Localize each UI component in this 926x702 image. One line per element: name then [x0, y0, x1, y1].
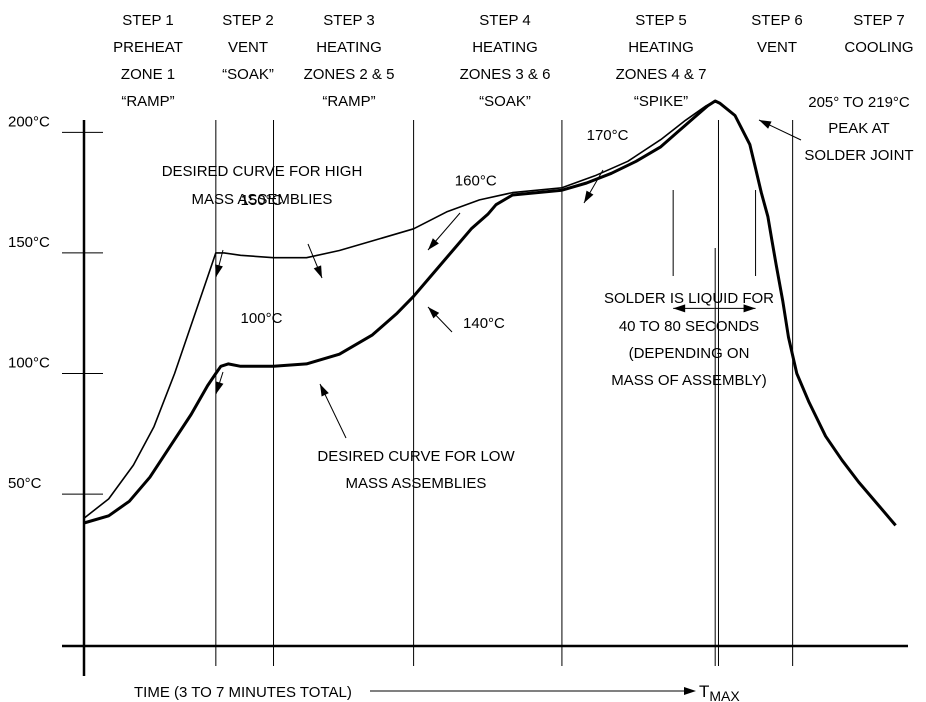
step-2-line-2: VENT — [228, 39, 268, 56]
tmax-main: T — [699, 682, 709, 701]
high-curve-label: DESIRED CURVE FOR HIGH MASS ASSEMBLIES — [162, 163, 363, 208]
point-label-3: 170°C — [587, 127, 629, 144]
arrow-100 — [215, 371, 224, 395]
peak-label-line3: SOLDER JOINT — [804, 147, 913, 164]
step-6-line-1: STEP 6 — [751, 12, 802, 29]
arrow-170 — [583, 169, 604, 204]
step-1-line-3: ZONE 1 — [121, 66, 175, 83]
liquid-label: SOLDER IS LIQUID FOR 40 TO 80 SECONDS (D… — [604, 290, 774, 389]
x-axis-label: TIME (3 TO 7 MINUTES TOTAL) — [134, 684, 352, 701]
liquid-arrow-right-head — [743, 304, 756, 313]
step-7-line-1: STEP 7 — [853, 12, 904, 29]
arrow-peak — [758, 119, 802, 141]
peak-label: 205° TO 219°C PEAK AT SOLDER JOINT — [804, 94, 913, 164]
step-1-line-2: PREHEAT — [113, 39, 183, 56]
high-curve-label-line1: DESIRED CURVE FOR HIGH — [162, 163, 363, 180]
x-axis-label-arrowhead — [684, 687, 696, 695]
step-7-line-2: COOLING — [844, 39, 913, 56]
y-tick-label-2: 150°C — [8, 234, 50, 251]
peak-label-line2: PEAK AT — [828, 120, 889, 137]
arrow-150-head — [215, 264, 223, 277]
arrow-160-head — [428, 238, 439, 250]
y-axis-ticks: 50°C 100°C 150°C 200°C — [8, 113, 103, 495]
arrow-high — [307, 243, 323, 279]
low-curve-label: DESIRED CURVE FOR LOW MASS ASSEMBLIES — [317, 448, 515, 492]
step-2-line-3: “SOAK” — [222, 66, 274, 83]
step-3-line-1: STEP 3 — [323, 12, 374, 29]
step-4-line-1: STEP 4 — [479, 12, 530, 29]
tmax-label: TMAX — [699, 682, 740, 702]
step-5-line-4: “SPIKE” — [634, 93, 688, 110]
low-mass-curve — [83, 99, 897, 527]
y-tick-label-0: 50°C — [8, 475, 42, 492]
high-mass-curve — [83, 100, 716, 519]
y-tick-label-3: 200°C — [8, 113, 50, 130]
step-headers: STEP 1 PREHEAT ZONE 1 “RAMP” STEP 2 VENT “SOAK… — [113, 12, 913, 110]
liquid-label-line2: 40 TO 80 SECONDS — [619, 318, 759, 335]
temperature-curves — [83, 99, 897, 527]
liquid-arrow-left — [673, 304, 715, 313]
point-label-0: 150°C — [241, 192, 283, 209]
step-5-line-1: STEP 5 — [635, 12, 686, 29]
arrow-100-head — [215, 381, 224, 394]
step-1-line-1: STEP 1 — [122, 12, 173, 29]
step-5-line-3: ZONES 4 & 7 — [616, 66, 707, 83]
annotations: 150°C 100°C 160°C 170°C 140°C — [215, 119, 802, 439]
step-3-line-2: HEATING — [316, 39, 382, 56]
step-3-line-4: “RAMP” — [322, 93, 375, 110]
arrow-160 — [427, 212, 461, 251]
arrow-140-head — [428, 307, 440, 319]
step-6-line-2: VENT — [757, 39, 797, 56]
low-curve-label-line1: DESIRED CURVE FOR LOW — [317, 448, 515, 465]
low-curve-label-line2: MASS ASSEMBLIES — [346, 475, 487, 492]
liquid-label-line1: SOLDER IS LIQUID FOR — [604, 290, 774, 307]
arrow-170-head — [584, 190, 594, 203]
arrow-150 — [215, 249, 224, 278]
liquid-label-line3: (DEPENDING ON — [629, 345, 750, 362]
step-4-line-3: ZONES 3 & 6 — [460, 66, 551, 83]
peak-label-line1: 205° TO 219°C — [808, 94, 910, 111]
step-4-line-4: “SOAK” — [479, 93, 531, 110]
y-tick-label-1: 100°C — [8, 354, 50, 371]
liquid-arrow-right — [714, 304, 756, 313]
arrow-140 — [427, 306, 453, 333]
step-5-line-2: HEATING — [628, 39, 694, 56]
tmax-sub: MAX — [709, 688, 740, 702]
step-3-line-3: ZONES 2 & 5 — [304, 66, 395, 83]
arrow-low-head — [320, 384, 329, 397]
step-1-line-4: “RAMP” — [121, 93, 174, 110]
arrow-low — [319, 383, 347, 439]
point-label-1: 100°C — [241, 310, 283, 327]
liquid-arrow-left-head — [673, 304, 686, 313]
arrow-peak-head — [759, 120, 772, 129]
step-4-line-2: HEATING — [472, 39, 538, 56]
point-label-4: 140°C — [463, 315, 505, 332]
high-curve-label-line2: MASS ASSEMBLIES — [192, 191, 333, 208]
step-2-line-1: STEP 2 — [222, 12, 273, 29]
liquid-label-line4: MASS OF ASSEMBLY) — [611, 372, 767, 389]
point-label-2: 160°C — [455, 173, 497, 190]
arrow-high-head — [313, 265, 322, 278]
